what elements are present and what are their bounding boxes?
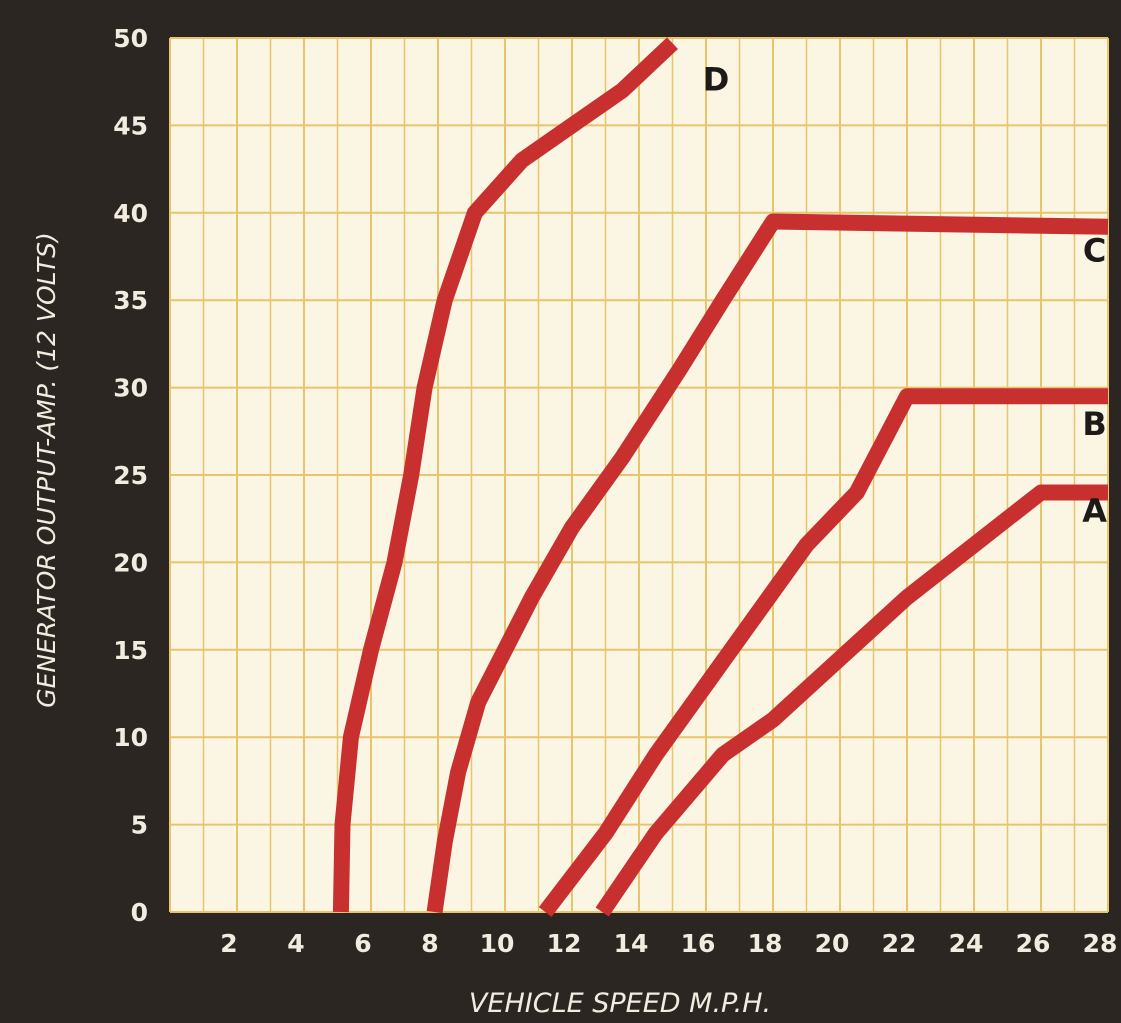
y-tick-label: 50: [113, 24, 148, 53]
x-tick-label: 8: [421, 929, 438, 958]
x-tick-label: 16: [681, 929, 716, 958]
y-tick-label: 5: [131, 811, 148, 840]
x-axis-title: VEHICLE SPEED M.P.H.: [469, 988, 771, 1019]
series-line-b: [538, 388, 1108, 917]
x-tick-label: 14: [614, 929, 649, 958]
x-tick-label: 18: [748, 929, 783, 958]
x-tick-label: 10: [480, 929, 515, 958]
x-tick-label: 2: [220, 929, 237, 958]
y-tick-labels: 0 5 10 15 20 25 30 35 40 45 50: [113, 24, 148, 927]
x-tick-label: 26: [1016, 929, 1051, 958]
x-tick-label: 6: [354, 929, 371, 958]
series-label-a: A: [1082, 492, 1107, 530]
series-line-a: [595, 484, 1108, 917]
x-tick-label: 20: [815, 929, 850, 958]
x-tick-label: 22: [882, 929, 917, 958]
series-line-d: [332, 37, 678, 913]
series-label-d: D: [703, 60, 730, 98]
series-labels: A B C D: [703, 60, 1107, 530]
series-line-c: [426, 213, 1109, 914]
y-tick-label: 10: [113, 723, 148, 752]
series-label-b: B: [1082, 405, 1106, 443]
x-tick-label: 28: [1083, 929, 1118, 958]
y-tick-label: 20: [113, 548, 148, 577]
series-lines: [332, 37, 1109, 917]
y-tick-label: 15: [113, 636, 148, 665]
y-tick-label: 45: [113, 111, 148, 140]
y-tick-label: 30: [113, 374, 148, 403]
y-tick-label: 35: [113, 286, 148, 315]
y-tick-label: 0: [131, 898, 148, 927]
x-tick-labels: 2 4 6 8 10 12 14 16 18 20 22 24 26 28: [220, 929, 1117, 958]
x-tick-label: 12: [547, 929, 582, 958]
x-tick-label: 24: [949, 929, 984, 958]
y-axis-title: GENERATOR OUTPUT-AMP. (12 VOLTS): [32, 232, 61, 708]
y-tick-label: 40: [113, 199, 148, 228]
y-tick-label: 25: [113, 461, 148, 490]
x-tick-label: 4: [287, 929, 304, 958]
series-label-c: C: [1083, 232, 1106, 270]
